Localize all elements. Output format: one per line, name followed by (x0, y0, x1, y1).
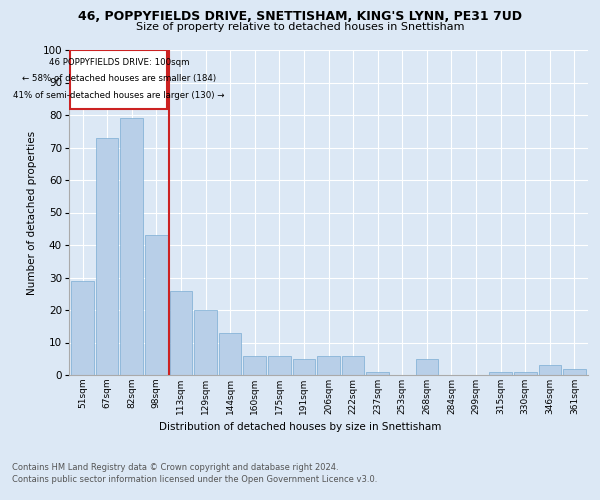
Bar (121, 118, 143, 375)
Text: Contains public sector information licensed under the Open Government Licence v3: Contains public sector information licen… (12, 475, 377, 484)
Text: 41% of semi-detached houses are larger (130) →: 41% of semi-detached houses are larger (… (13, 90, 224, 100)
Bar (293, 359, 315, 375)
Bar (145, 236, 167, 375)
Bar (244, 356, 266, 375)
Y-axis label: Number of detached properties: Number of detached properties (27, 130, 37, 294)
Bar (490, 372, 512, 375)
Text: ← 58% of detached houses are smaller (184): ← 58% of detached houses are smaller (18… (22, 74, 216, 84)
Bar (317, 356, 340, 375)
Bar (342, 356, 364, 375)
Bar (367, 372, 389, 375)
Bar (194, 310, 217, 375)
Text: Distribution of detached houses by size in Snettisham: Distribution of detached houses by size … (159, 422, 441, 432)
Bar (539, 365, 561, 375)
Text: 46, POPPYFIELDS DRIVE, SNETTISHAM, KING'S LYNN, PE31 7UD: 46, POPPYFIELDS DRIVE, SNETTISHAM, KING'… (78, 10, 522, 23)
Bar (219, 333, 241, 375)
Bar (416, 359, 438, 375)
Bar (268, 356, 290, 375)
Bar (514, 372, 536, 375)
Text: Size of property relative to detached houses in Snettisham: Size of property relative to detached ho… (136, 22, 464, 32)
Bar (563, 368, 586, 375)
Bar (71, 281, 94, 375)
Bar (170, 290, 192, 375)
Text: 46 POPPYFIELDS DRIVE: 100sqm: 46 POPPYFIELDS DRIVE: 100sqm (49, 58, 189, 67)
Bar (96, 138, 118, 375)
Text: Contains HM Land Registry data © Crown copyright and database right 2024.: Contains HM Land Registry data © Crown c… (12, 462, 338, 471)
FancyBboxPatch shape (70, 50, 167, 108)
